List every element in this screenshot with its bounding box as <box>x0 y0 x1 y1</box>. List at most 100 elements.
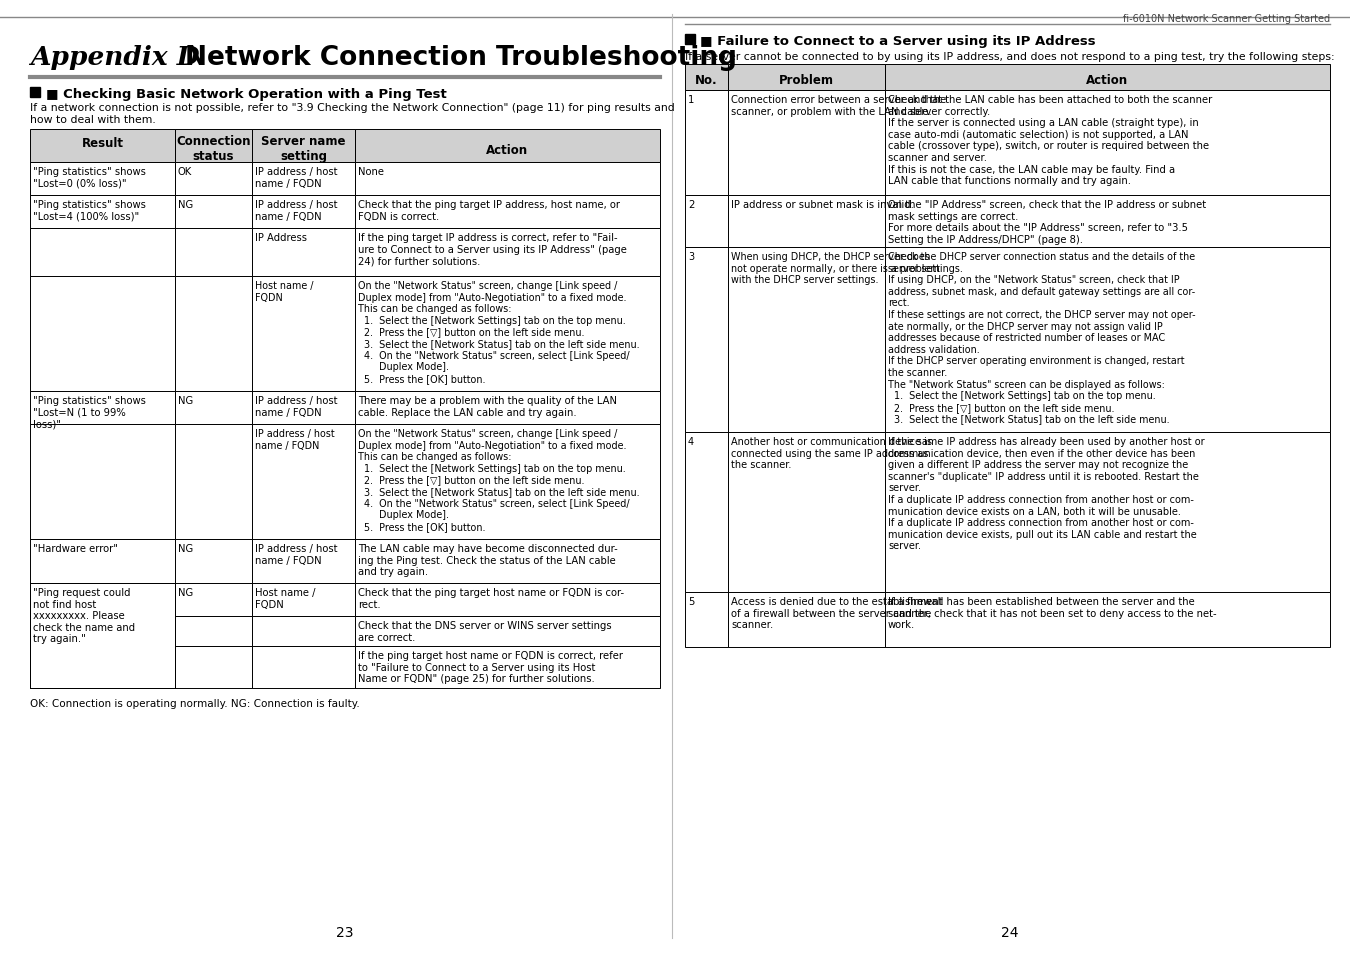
Text: "Ping statistics" shows
"Lost=N (1 to 99%
loss)": "Ping statistics" shows "Lost=N (1 to 99… <box>32 395 146 429</box>
Bar <box>252 392 355 424</box>
Text: OK: Connection is operating normally. NG: Connection is faulty.: OK: Connection is operating normally. NG… <box>30 699 359 708</box>
Text: 1: 1 <box>688 95 694 105</box>
Text: Server name
setting: Server name setting <box>262 135 346 163</box>
Text: Connection
status: Connection status <box>177 135 251 163</box>
Bar <box>728 195 886 248</box>
Bar <box>176 163 252 195</box>
Text: None: None <box>358 167 383 177</box>
Bar <box>684 248 728 433</box>
Bar <box>728 593 886 647</box>
Bar <box>30 583 176 688</box>
Bar <box>355 163 660 195</box>
Bar <box>176 646 252 688</box>
Text: Check that the ping target IP address, host name, or
FQDN is correct.: Check that the ping target IP address, h… <box>358 200 620 221</box>
Bar <box>252 229 355 276</box>
Text: There may be a problem with the quality of the LAN
cable. Replace the LAN cable : There may be a problem with the quality … <box>358 395 617 417</box>
Bar <box>355 195 660 229</box>
Bar <box>252 646 355 688</box>
Text: On the "IP Address" screen, check that the IP address or subnet
mask settings ar: On the "IP Address" screen, check that t… <box>888 200 1206 245</box>
Bar <box>355 229 660 276</box>
Bar <box>355 617 660 646</box>
Text: fi-6010N Network Scanner Getting Started: fi-6010N Network Scanner Getting Started <box>1123 14 1330 24</box>
Text: IP address / host
name / FQDN: IP address / host name / FQDN <box>255 429 335 450</box>
Text: IP address / host
name / FQDN: IP address / host name / FQDN <box>255 543 338 565</box>
Bar <box>30 646 176 688</box>
Text: ■ Failure to Connect to a Server using its IP Address: ■ Failure to Connect to a Server using i… <box>701 35 1096 48</box>
Text: "Ping statistics" shows
"Lost=4 (100% loss)": "Ping statistics" shows "Lost=4 (100% lo… <box>32 200 146 221</box>
Text: ■ Checking Basic Network Operation with a Ping Test: ■ Checking Basic Network Operation with … <box>46 88 447 101</box>
Bar <box>252 195 355 229</box>
Text: "Ping request could
not find host
xxxxxxxxx. Please
check the name and
try again: "Ping request could not find host xxxxxx… <box>32 587 135 643</box>
Text: Check the DHCP server connection status and the details of the
server settings.
: Check the DHCP server connection status … <box>888 252 1196 424</box>
Text: Another host or communication device is
connected using the same IP address as
t: Another host or communication device is … <box>730 436 931 470</box>
Bar <box>728 248 886 433</box>
Bar <box>684 593 728 647</box>
Text: Check that the ping target host name or FQDN is cor-
rect.: Check that the ping target host name or … <box>358 587 624 609</box>
Bar <box>252 163 355 195</box>
Text: If the same IP address has already been used by another host or
communication de: If the same IP address has already been … <box>888 436 1204 551</box>
Bar <box>355 646 660 688</box>
Bar <box>30 583 176 617</box>
Text: OK: OK <box>178 167 192 177</box>
Text: Appendix D: Appendix D <box>30 45 200 70</box>
Text: No.: No. <box>695 74 718 87</box>
Text: Action: Action <box>486 144 529 157</box>
Text: 23: 23 <box>336 925 354 939</box>
Bar <box>728 433 886 593</box>
Text: 4: 4 <box>688 436 694 447</box>
Text: NG: NG <box>178 200 193 210</box>
Bar <box>252 130 355 163</box>
Text: On the "Network Status" screen, change [Link speed /
Duplex mode] from "Auto-Neg: On the "Network Status" screen, change [… <box>358 429 640 531</box>
Bar <box>30 392 176 424</box>
Text: If a network connection is not possible, refer to "3.9 Checking the Network Conn: If a network connection is not possible,… <box>30 103 675 125</box>
Bar <box>176 424 252 539</box>
Text: Action: Action <box>1087 74 1129 87</box>
Bar <box>684 433 728 593</box>
Bar <box>30 163 176 195</box>
Bar <box>176 539 252 583</box>
Text: Access is denied due to the establishment
of a firewall between the server and t: Access is denied due to the establishmen… <box>730 597 942 630</box>
Bar <box>30 195 176 229</box>
Bar <box>176 617 252 646</box>
Text: NG: NG <box>178 543 193 554</box>
Text: If a firewall has been established between the server and the
scanner, check tha: If a firewall has been established betwe… <box>888 597 1216 630</box>
Bar <box>355 276 660 392</box>
Text: IP address / host
name / FQDN: IP address / host name / FQDN <box>255 200 338 221</box>
Text: Check that the LAN cable has been attached to both the scanner
and server correc: Check that the LAN cable has been attach… <box>888 95 1212 186</box>
Bar <box>355 424 660 539</box>
Text: 2: 2 <box>688 200 694 210</box>
Bar <box>886 433 1330 593</box>
Bar <box>728 91 886 195</box>
Text: 5: 5 <box>688 597 694 606</box>
Text: Check that the DNS server or WINS server settings
are correct.: Check that the DNS server or WINS server… <box>358 620 612 642</box>
Bar <box>176 276 252 392</box>
Bar <box>684 35 695 45</box>
Text: 3: 3 <box>688 252 694 262</box>
Text: If a server cannot be connected to by using its IP address, and does not respond: If a server cannot be connected to by us… <box>684 52 1335 62</box>
Text: Network Connection Troubleshooting: Network Connection Troubleshooting <box>185 45 737 71</box>
Bar <box>30 539 176 583</box>
Bar <box>684 195 728 248</box>
Text: 24: 24 <box>1002 925 1019 939</box>
Text: On the "Network Status" screen, change [Link speed /
Duplex mode] from "Auto-Neg: On the "Network Status" screen, change [… <box>358 281 640 383</box>
Bar <box>176 392 252 424</box>
Text: Host name /
FQDN: Host name / FQDN <box>255 281 313 302</box>
Bar <box>30 88 40 98</box>
Text: IP Address: IP Address <box>255 233 306 243</box>
Bar <box>252 276 355 392</box>
Bar <box>30 583 176 688</box>
Bar <box>886 195 1330 248</box>
Bar <box>684 65 728 91</box>
Bar <box>176 583 252 617</box>
Text: Connection error between a server and the
scanner, or problem with the LAN cable: Connection error between a server and th… <box>730 95 946 116</box>
Text: If the ping target IP address is correct, refer to "Fail-
ure to Connect to a Se: If the ping target IP address is correct… <box>358 233 626 266</box>
Bar <box>728 65 886 91</box>
Text: IP address / host
name / FQDN: IP address / host name / FQDN <box>255 167 338 189</box>
Bar <box>176 130 252 163</box>
Bar <box>355 583 660 617</box>
Bar <box>886 593 1330 647</box>
Text: The LAN cable may have become disconnected dur-
ing the Ping test. Check the sta: The LAN cable may have become disconnect… <box>358 543 618 577</box>
Bar <box>252 424 355 539</box>
Bar <box>30 130 176 163</box>
Text: NG: NG <box>178 587 193 598</box>
